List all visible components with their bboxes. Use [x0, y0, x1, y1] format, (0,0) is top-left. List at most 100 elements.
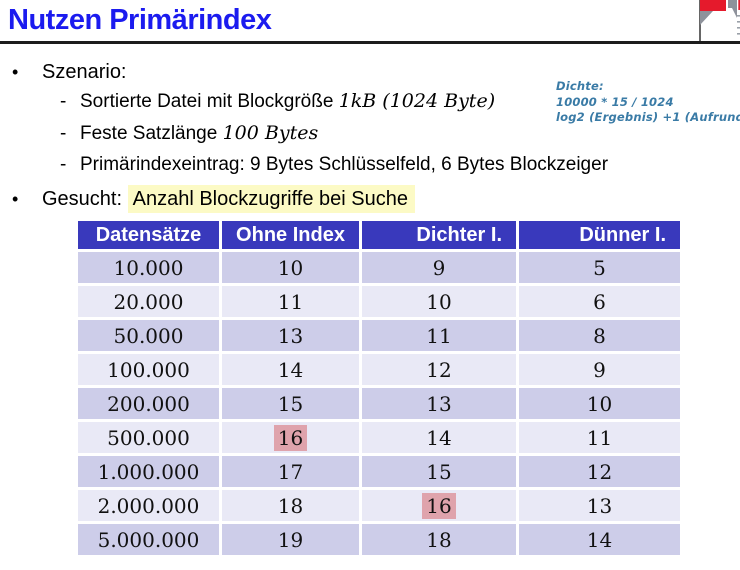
cell-value: 13 — [277, 323, 304, 348]
table-row: 1.000.000 17 15 12 — [78, 456, 680, 487]
bullet-icon: • — [12, 189, 19, 209]
table-row: 500.000 16 14 11 — [78, 422, 680, 453]
dash-icon: - — [60, 154, 67, 175]
cell-value: 18 — [426, 527, 452, 552]
table-cell: 10.000 — [78, 252, 219, 283]
table-cell: 16 — [362, 490, 516, 521]
sub-bullet-indexeintrag: - Primärindexeintrag: 9 Bytes Schlüsself… — [60, 153, 608, 176]
table-cell: 17 — [222, 456, 359, 487]
cell-value: 17 — [277, 459, 304, 484]
cell-value: 15 — [277, 391, 304, 416]
table-cell: 11 — [362, 320, 516, 351]
cell-value: 5 — [593, 255, 606, 280]
page-title: Nutzen Primärindex — [8, 4, 272, 36]
cell-value: 19 — [277, 527, 304, 552]
table-cell: 20.000 — [78, 286, 219, 317]
cell-value: 1.000.000 — [97, 459, 200, 484]
cell-value-highlighted: 16 — [273, 424, 308, 451]
cell-value: 200.000 — [107, 391, 190, 416]
table-cell: 18 — [222, 490, 359, 521]
table-row: 10.000 10 9 5 — [78, 252, 680, 283]
table-cell: 9 — [519, 354, 680, 385]
cell-value-highlighted: 16 — [422, 492, 456, 519]
col-header-ohne-index: Ohne Index — [222, 221, 359, 249]
cell-value: 5.000.000 — [97, 527, 200, 552]
sub-bullet-text-plain: Primärindexeintrag: 9 Bytes Schlüsselfel… — [80, 154, 609, 175]
annotation-line: 10000 * 15 / 1024 — [556, 94, 674, 109]
sub-bullet-text: Primärindexeintrag: 9 Bytes Schlüsselfel… — [80, 153, 608, 176]
table-cell: 10 — [222, 252, 359, 283]
table-cell: 50.000 — [78, 320, 219, 351]
bullet-icon: • — [12, 62, 19, 82]
cell-value: 11 — [586, 425, 613, 450]
cell-value: 10 — [426, 289, 452, 314]
table-cell: 13 — [222, 320, 359, 351]
handwritten-annotation: Dichte: 10000 * 15 / 1024 log2 (Ergebnis… — [556, 79, 740, 126]
table-cell: 10 — [362, 286, 516, 317]
annotation-line: Dichte: — [556, 79, 604, 93]
dash-icon: - — [60, 91, 67, 112]
table-cell: 12 — [362, 354, 516, 385]
cell-value: 20.000 — [113, 289, 184, 314]
gesucht-highlight: Anzahl Blockzugriffe bei Suche — [127, 185, 415, 213]
table-cell: 8 — [519, 320, 680, 351]
gesucht-prefix: Gesucht: — [42, 188, 128, 210]
table-cell: 13 — [519, 490, 680, 521]
cell-value: 2.000.000 — [97, 493, 200, 518]
table-cell: 19 — [222, 524, 359, 555]
cell-value: 13 — [586, 493, 613, 518]
table-cell: 15 — [222, 388, 359, 419]
table-row: 100.000 14 12 9 — [78, 354, 680, 385]
cell-value: 8 — [593, 323, 606, 348]
table-cell: 16 — [222, 422, 359, 453]
cell-value: 18 — [277, 493, 304, 518]
table-cell: 200.000 — [78, 388, 219, 419]
table-cell: 12 — [519, 456, 680, 487]
table-cell: 14 — [222, 354, 359, 385]
bullet-szenario: • Szenario: — [12, 60, 127, 84]
table-cell: 11 — [222, 286, 359, 317]
col-header-datensaetze: Datensätze — [78, 221, 219, 249]
table-cell: 13 — [362, 388, 516, 419]
cell-value: 15 — [426, 459, 452, 484]
sub-bullet-blockgroesse: - Sortierte Datei mit Blockgröße 1kB (10… — [60, 90, 495, 113]
dash-icon: - — [60, 123, 67, 144]
table-cell: 1.000.000 — [78, 456, 219, 487]
cell-value: 100.000 — [107, 357, 190, 382]
sub-bullet-text: Sortierte Datei mit Blockgröße 1kB (1024… — [80, 90, 495, 113]
cell-value: 9 — [432, 255, 446, 280]
cell-value: 12 — [426, 357, 452, 382]
table-row: 2.000.000 18 16 13 — [78, 490, 680, 521]
blockzugriffe-table: Datensätze Ohne Index Dichter I. Dünner … — [75, 218, 683, 558]
annotation-line: log2 (Ergebnis) +1 (Aufrunden) — [556, 110, 740, 124]
col-header-dichter: Dichter I. — [362, 221, 516, 249]
cell-value: 14 — [277, 357, 304, 382]
table-row: 50.000 13 11 8 — [78, 320, 680, 351]
table-cell: 10 — [519, 388, 680, 419]
cell-value: 14 — [586, 527, 613, 552]
cell-value: 11 — [277, 289, 304, 314]
table-row: 5.000.000 19 18 14 — [78, 524, 680, 555]
cell-value: 9 — [593, 357, 606, 382]
cell-value: 500.000 — [107, 425, 190, 450]
sub-bullet-math: 1kB (1024 Byte) — [338, 90, 496, 112]
table-cell: 11 — [519, 422, 680, 453]
table-cell: 14 — [362, 422, 516, 453]
table-cell: 100.000 — [78, 354, 219, 385]
bullet-gesucht: • Gesucht: Anzahl Blockzugriffe bei Such… — [12, 185, 415, 213]
cell-value: 11 — [426, 323, 452, 348]
table-row: 200.000 15 13 10 — [78, 388, 680, 419]
table-cell: 500.000 — [78, 422, 219, 453]
cell-value: 50.000 — [113, 323, 184, 348]
table-cell: 5.000.000 — [78, 524, 219, 555]
sub-bullet-text-plain: Feste Satzlänge — [80, 123, 223, 144]
table-cell: 5 — [519, 252, 680, 283]
table-header-row: Datensätze Ohne Index Dichter I. Dünner … — [78, 221, 680, 249]
sub-bullet-math: 100 Bytes — [222, 122, 319, 144]
sub-bullet-text-plain: Sortierte Datei mit Blockgröße — [80, 91, 339, 112]
blockzugriffe-table-wrap: Datensätze Ohne Index Dichter I. Dünner … — [75, 218, 683, 558]
table-cell: 6 — [519, 286, 680, 317]
cell-value: 10 — [277, 255, 304, 280]
bullet-szenario-label: Szenario: — [42, 61, 127, 83]
